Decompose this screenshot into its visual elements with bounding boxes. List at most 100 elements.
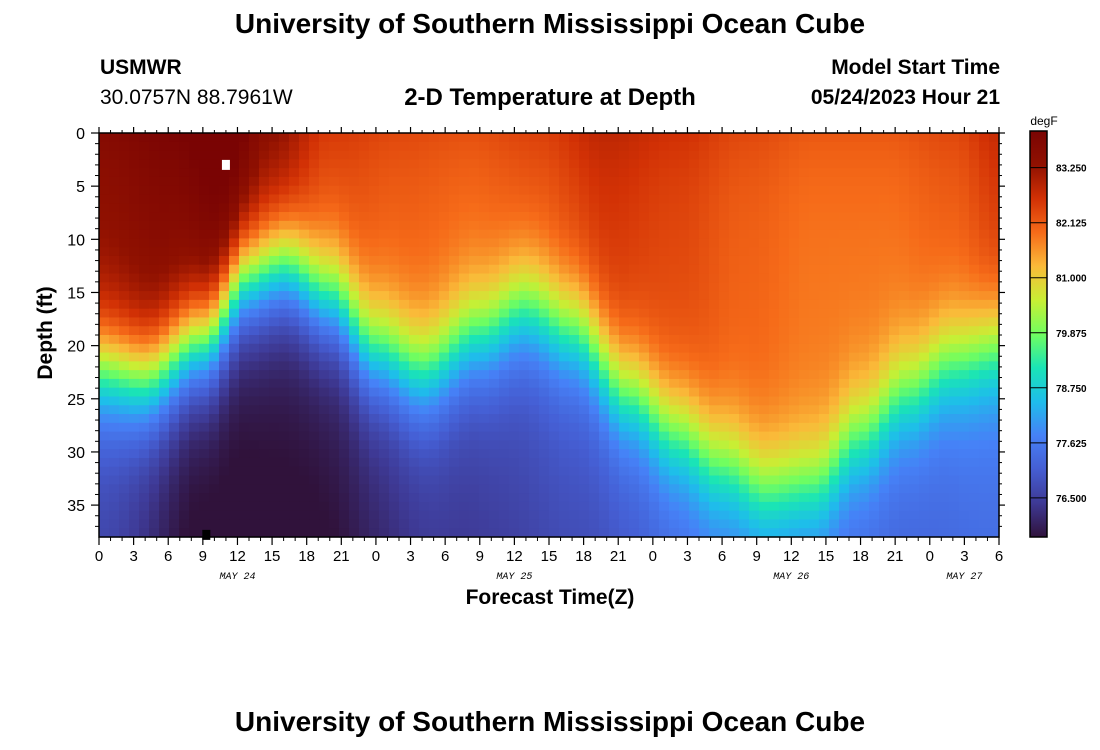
heatmap-cell (329, 466, 340, 477)
heatmap-cell (339, 247, 350, 257)
heatmap-cell (249, 493, 260, 503)
heatmap-cell (769, 255, 780, 266)
heatmap-cell (689, 343, 700, 354)
heatmap-cell (139, 431, 150, 441)
heatmap-cell (489, 194, 500, 204)
heatmap-cell (869, 317, 880, 327)
heatmap-cell (619, 185, 630, 196)
heatmap-cell (499, 510, 510, 521)
heatmap-cell (949, 519, 960, 529)
heatmap-cell (349, 475, 360, 485)
heatmap-cell (459, 185, 470, 196)
heatmap-cell (299, 326, 310, 336)
heatmap-cell (849, 378, 860, 389)
heatmap-cell (179, 273, 190, 283)
heatmap-cell (649, 220, 660, 231)
heatmap-cell (139, 405, 150, 415)
heatmap-cell (939, 422, 950, 433)
heatmap-cell (939, 528, 950, 538)
heatmap-cell (869, 238, 880, 248)
heatmap-cell (479, 133, 490, 143)
heatmap-cell (569, 212, 580, 222)
heatmap-cell (399, 387, 410, 398)
heatmap-cell (369, 387, 380, 398)
heatmap-cell (709, 475, 720, 485)
heatmap-cell (919, 159, 930, 169)
heatmap-cell (729, 519, 740, 529)
heatmap-cell (699, 264, 710, 275)
heatmap-cell (589, 212, 600, 222)
heatmap-cell (489, 317, 500, 327)
heatmap-cell (929, 387, 940, 398)
heatmap-cell (509, 203, 520, 213)
heatmap-cell (319, 457, 330, 468)
heatmap-cell (99, 264, 110, 275)
heatmap-cell (949, 176, 960, 187)
heatmap-cell (859, 247, 870, 257)
heatmap-cell (119, 431, 130, 441)
heatmap-cell (119, 255, 130, 266)
heatmap-cell (429, 238, 440, 248)
heatmap-cell (529, 361, 540, 371)
heatmap-cell (559, 501, 570, 512)
heatmap-cell (549, 484, 560, 494)
heatmap-cell (309, 264, 320, 275)
y-tick-label: 35 (67, 498, 85, 515)
heatmap-cell (269, 475, 280, 485)
heatmap-cell (269, 141, 280, 152)
heatmap-cell (709, 484, 720, 494)
heatmap-cell (219, 238, 230, 248)
heatmap-cell (849, 150, 860, 160)
heatmap-cell (609, 396, 620, 406)
heatmap-cell (549, 370, 560, 380)
heatmap-cell (149, 343, 160, 354)
heatmap-cell (819, 326, 830, 336)
heatmap-cell (959, 528, 970, 538)
heatmap-cell (919, 282, 930, 292)
heatmap-cell (419, 449, 430, 459)
heatmap-cell (509, 352, 520, 362)
heatmap-cell (119, 238, 130, 248)
heatmap-cell (269, 449, 280, 459)
heatmap-cell (789, 378, 800, 389)
heatmap-cell (259, 159, 270, 169)
heatmap-cell (119, 528, 130, 538)
heatmap-cell (679, 308, 690, 319)
heatmap-cell (629, 176, 640, 187)
heatmap-cell (239, 299, 250, 310)
heatmap-cell (519, 370, 530, 380)
heatmap-cell (619, 449, 630, 459)
heatmap-cell (419, 414, 430, 424)
heatmap-cell (929, 308, 940, 319)
heatmap-cell (919, 440, 930, 450)
heatmap-cell (209, 361, 220, 371)
heatmap-cell (249, 264, 260, 275)
heatmap-cell (359, 247, 370, 257)
heatmap-cell (259, 141, 270, 152)
heatmap-cell (749, 168, 760, 178)
heatmap-cell (239, 335, 250, 345)
heatmap-cell (519, 291, 530, 301)
heatmap-cell (369, 414, 380, 424)
heatmap-cell (669, 475, 680, 485)
heatmap-cell (899, 343, 910, 354)
heatmap-cell (809, 405, 820, 415)
heatmap-cell (519, 422, 530, 433)
heatmap-cell (649, 141, 660, 152)
heatmap-cell (119, 273, 130, 283)
x-tick-label: 0 (926, 548, 934, 565)
heatmap-cell (859, 238, 870, 248)
heatmap-cell (799, 133, 810, 143)
heatmap-cell (479, 238, 490, 248)
heatmap-cell (469, 238, 480, 248)
heatmap-cell (689, 457, 700, 468)
heatmap-cell (149, 185, 160, 196)
heatmap-cell (159, 299, 170, 310)
heatmap-cell (309, 335, 320, 345)
heatmap-cell (889, 396, 900, 406)
heatmap-cell (649, 343, 660, 354)
heatmap-cell (819, 475, 830, 485)
heatmap-cell (479, 150, 490, 160)
heatmap-cell (389, 343, 400, 354)
heatmap-cell (569, 519, 580, 529)
